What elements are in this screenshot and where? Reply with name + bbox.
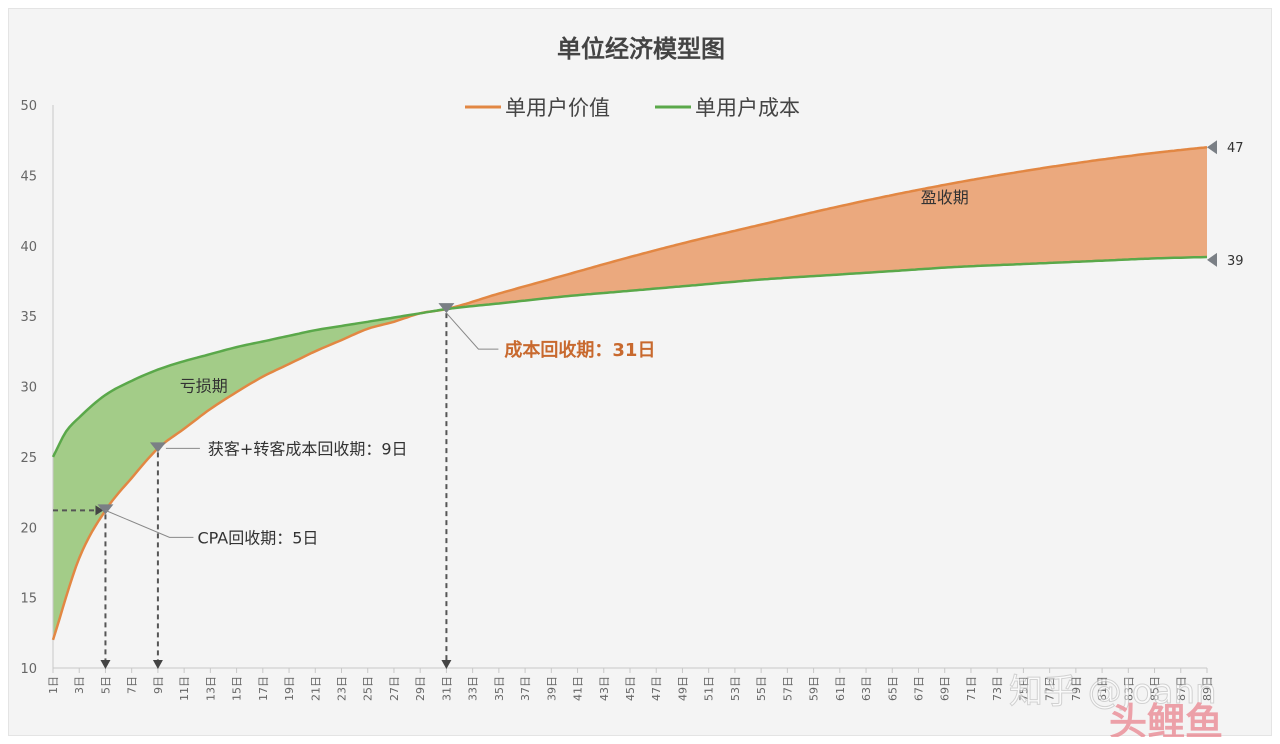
x-tick-label: 1日 (47, 676, 60, 694)
x-tick-label: 7日 (126, 676, 139, 694)
x-tick-label: 53日 (729, 676, 742, 701)
guide-arrow-2 (152, 660, 163, 669)
x-tick-label: 11日 (178, 676, 191, 701)
x-tick-label: 51日 (703, 676, 716, 701)
x-tick-label: 27日 (388, 676, 401, 701)
end-label-2: 39 (1227, 254, 1244, 269)
x-tick-label: 19日 (283, 676, 296, 701)
annotation-label-2: 获客+转客成本回收期：9日 (208, 439, 408, 458)
x-tick-label: 35日 (493, 676, 506, 701)
x-tick-label: 13日 (204, 676, 217, 701)
x-tick-label: 23日 (336, 676, 349, 701)
markers (97, 303, 455, 515)
guide-arrow-1 (100, 660, 111, 669)
x-tick-label: 31日 (440, 676, 453, 701)
y-tick-label: 40 (20, 240, 37, 255)
x-tick-label: 43日 (598, 676, 611, 701)
x-tick-label: 3日 (73, 676, 86, 694)
x-tick-label: 63日 (860, 676, 873, 701)
annotation-label-3: 成本回收期：31日 (504, 339, 655, 361)
guide-lines (53, 313, 452, 669)
fill-region-1 (53, 309, 447, 640)
annotation-leader-3 (446, 312, 499, 350)
series-line-2 (51, 255, 1208, 458)
end-label-1: 47 (1227, 141, 1244, 156)
annotation-label-1: CPA回收期：5日 (197, 528, 318, 547)
legend: 单用户价值 单用户成本 (465, 96, 800, 120)
x-tick-label: 79日 (1070, 676, 1083, 701)
x-tick-label: 5日 (99, 676, 112, 694)
end-marker-2 (1207, 252, 1217, 267)
x-tick-label: 21日 (309, 676, 322, 701)
x-tick-label: 37日 (519, 676, 532, 701)
x-tick-label: 83日 (1122, 676, 1135, 701)
x-tick-label: 73日 (991, 676, 1004, 701)
series-line-1 (51, 145, 1208, 641)
region-label-loss: 亏损期 (180, 377, 228, 396)
y-tick-label: 35 (20, 310, 37, 325)
x-tick-label: 41日 (572, 676, 585, 701)
y-tick-label: 20 (20, 521, 37, 536)
y-tick-label: 45 (20, 169, 37, 184)
x-tick-label: 33日 (467, 676, 480, 701)
x-tick-label: 87日 (1175, 676, 1188, 701)
x-tick-label: 89日 (1201, 676, 1214, 701)
x-tick-label: 81日 (1096, 676, 1109, 701)
annotation-leader-1 (105, 509, 194, 538)
x-tick-label: 9日 (152, 676, 165, 694)
legend-label-2: 单用户成本 (695, 96, 800, 120)
x-tick-label: 49日 (676, 676, 689, 701)
guide-arrow-horizontal (95, 505, 104, 516)
x-tick-label: 75日 (1017, 676, 1030, 701)
x-tick-label: 47日 (650, 676, 663, 701)
end-marker-1 (1207, 140, 1217, 155)
fill-region-2 (446, 147, 1207, 310)
y-tick-label: 50 (20, 99, 37, 114)
marker-1 (97, 504, 114, 515)
x-tick-label: 67日 (913, 676, 926, 701)
x-tick-label: 15日 (231, 676, 244, 701)
watermark: 知乎 @Joann 头鲤鱼 (1009, 672, 1224, 744)
series-lines (51, 145, 1208, 641)
x-tick-label: 29日 (414, 676, 427, 701)
legend-label-1: 单用户价值 (505, 96, 610, 120)
fill-regions (53, 147, 1207, 640)
axes: 10 15 20 25 30 35 40 45 50 1日 3日 5日 7日 9日 11日 13日 15日 17日… (20, 99, 1214, 701)
y-tick-label: 30 (20, 381, 37, 396)
x-tick-label: 17日 (257, 676, 270, 701)
x-tick-label: 25日 (362, 676, 375, 701)
x-tick-label: 57日 (781, 676, 794, 701)
x-tick-label: 65日 (886, 676, 899, 701)
y-tick-label: 15 (20, 592, 37, 607)
marker-3 (438, 303, 455, 314)
region-label-profit: 盈收期 (921, 188, 969, 207)
x-tick-label: 59日 (808, 676, 821, 701)
unit-economics-chart: 单位经济模型图 单用户价值 单用户成本 10 15 20 25 30 35 40 45 50 1日 3… (20, 35, 1244, 744)
y-tick-label: 10 (20, 662, 37, 677)
chart-title: 单位经济模型图 (557, 35, 725, 63)
chart-frame: 单位经济模型图 单用户价值 单用户成本 10 15 20 25 30 35 40 45 50 1日 3… (8, 8, 1272, 744)
x-tick-label: 61日 (834, 676, 847, 701)
x-tick-label: 69日 (939, 676, 952, 701)
x-tick-label: 55日 (755, 676, 768, 701)
x-tick-label: 39日 (545, 676, 558, 701)
y-tick-label: 25 (20, 451, 37, 466)
guide-arrow-3 (441, 660, 452, 669)
x-tick-label: 45日 (624, 676, 637, 701)
marker-2 (149, 442, 166, 453)
watermark-text: 知乎 @Joann (1009, 672, 1217, 712)
x-tick-label: 71日 (965, 676, 978, 701)
x-tick-label: 85日 (1149, 676, 1162, 701)
watermark-logo-text: 头鲤鱼 (1109, 700, 1223, 737)
x-tick-label: 77日 (1044, 676, 1057, 701)
